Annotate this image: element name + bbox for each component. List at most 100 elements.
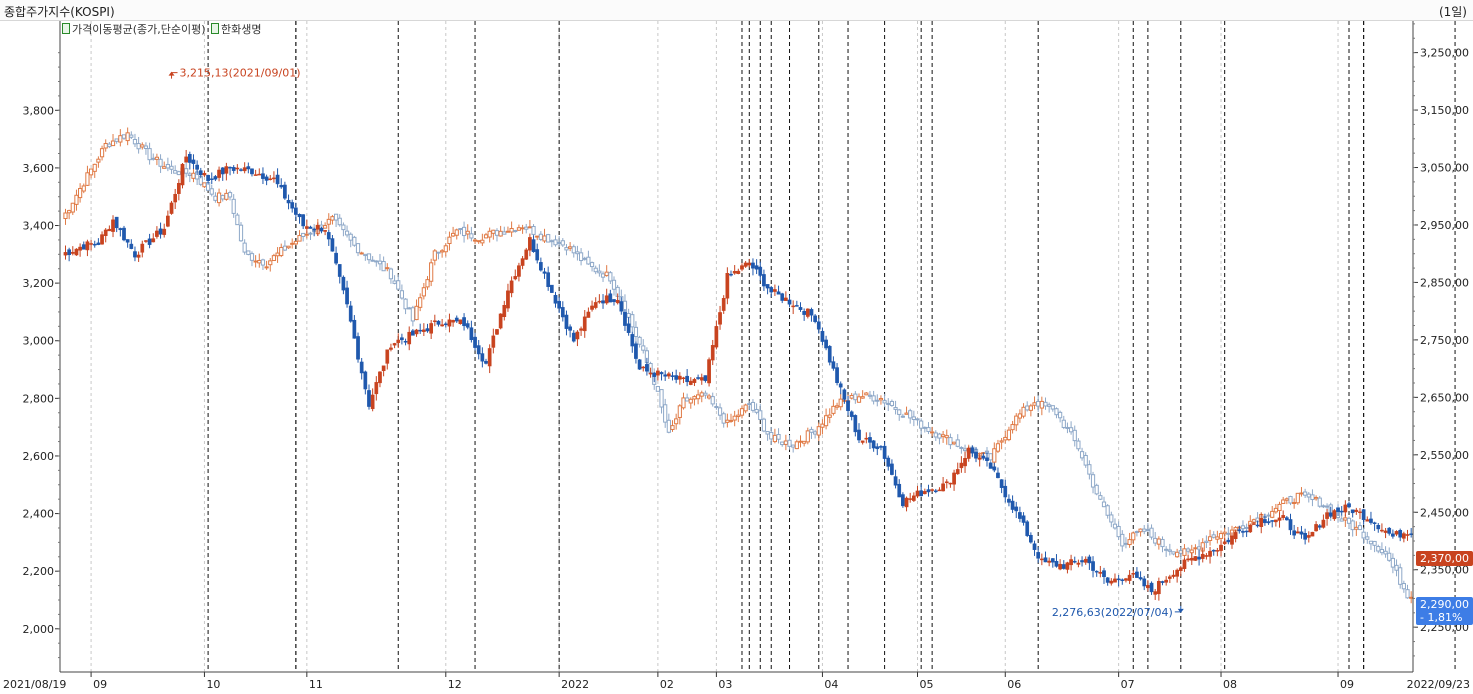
candle-body	[1277, 517, 1282, 521]
candle-body	[842, 389, 847, 400]
candle-body	[421, 329, 426, 332]
candle-body	[374, 260, 379, 263]
candle-body	[791, 444, 796, 448]
candle-body	[1094, 484, 1099, 495]
y-right-tick-label: 2,950,00	[1420, 219, 1469, 232]
candle-body	[1357, 525, 1363, 531]
candle-body	[827, 346, 832, 363]
candle-body	[1248, 524, 1253, 533]
annotation-arrow-icon	[168, 71, 175, 76]
candle-body	[246, 250, 251, 255]
candle-body	[476, 345, 481, 355]
candle-body	[853, 415, 858, 433]
candle-body	[699, 392, 704, 397]
candle-body	[202, 172, 207, 176]
candle-body	[283, 184, 287, 199]
candle-body	[162, 166, 167, 169]
candle-body	[937, 489, 942, 492]
y-right-tick-label: 3,250,00	[1420, 47, 1469, 60]
candle-body	[399, 290, 405, 299]
candle-body	[948, 437, 953, 446]
candle-body	[319, 227, 324, 232]
candle-body	[334, 252, 338, 264]
candle-body	[879, 446, 883, 448]
candle-body	[805, 308, 810, 317]
candle-body	[915, 418, 920, 421]
candle-body	[1047, 560, 1052, 563]
candle-body	[769, 287, 774, 293]
candle-body	[1358, 511, 1362, 514]
candle-body	[469, 327, 474, 341]
x-tick-label: 09	[1340, 678, 1354, 691]
candle-body	[392, 280, 397, 284]
candle-body	[1398, 530, 1403, 538]
candle-body	[802, 440, 807, 444]
candle-body	[81, 244, 86, 250]
candle-body	[765, 431, 770, 435]
candle-body	[685, 375, 689, 383]
candle-body	[184, 156, 189, 163]
candle-body	[1376, 524, 1381, 530]
candle-body	[235, 214, 240, 226]
candle-body	[1017, 413, 1022, 419]
legend-item-hanwha-life[interactable]: 한화생명	[221, 23, 262, 36]
candle-body	[136, 143, 141, 150]
candle-body	[1394, 564, 1399, 571]
candle-body	[1083, 454, 1088, 466]
candle-body	[988, 453, 993, 461]
candle-body	[341, 276, 346, 291]
candle-body	[1124, 578, 1128, 581]
candle-body	[1369, 518, 1373, 523]
candle-body	[333, 213, 339, 221]
candle-body	[999, 440, 1004, 443]
candle-body	[1072, 560, 1077, 563]
candle-body	[469, 233, 474, 239]
candle-body	[67, 210, 72, 214]
candle-body	[930, 489, 934, 491]
candle-body	[96, 242, 101, 245]
candle-body	[714, 406, 719, 409]
candle-body	[798, 440, 803, 443]
candle-body	[1339, 518, 1344, 522]
candle-body	[911, 416, 916, 420]
candle-body	[835, 367, 839, 383]
legend-item-moving-average[interactable]: 가격이동평균(종가,단순이평)	[72, 23, 206, 36]
y-right-tick-label: 3,050,00	[1420, 162, 1469, 175]
candle-body	[754, 265, 759, 270]
candle-body	[568, 246, 573, 249]
candle-body	[758, 410, 763, 420]
candle-body	[820, 423, 825, 428]
candle-body	[1105, 505, 1110, 516]
candle-body	[184, 168, 189, 174]
candle-body	[849, 394, 854, 399]
candle-body	[1390, 557, 1395, 568]
candle-body	[1007, 498, 1011, 503]
candle-body	[462, 317, 466, 327]
candle-body	[871, 395, 876, 402]
candle-body	[1054, 560, 1059, 567]
candle-body	[323, 230, 327, 232]
period-selector[interactable]: (1일)	[1438, 5, 1467, 19]
candle-body	[1186, 558, 1190, 561]
candle-body	[509, 280, 514, 294]
candle-body	[1036, 401, 1041, 407]
candle-body	[787, 439, 792, 447]
candle-body	[856, 396, 862, 403]
candle-body	[447, 236, 452, 245]
candle-body	[743, 262, 748, 267]
candle-body	[356, 336, 360, 360]
candle-body	[169, 202, 174, 214]
candle-body	[147, 148, 152, 161]
candle-body	[1354, 509, 1359, 512]
candle-body	[484, 360, 488, 364]
candle-body	[440, 324, 444, 327]
candle-body	[699, 377, 704, 381]
candle-body	[443, 323, 448, 326]
candle-body	[893, 476, 898, 486]
candle-body	[886, 402, 891, 405]
candle-body	[447, 319, 452, 327]
candle-body	[1310, 494, 1315, 501]
candle-body	[264, 176, 269, 181]
candle-body	[1284, 517, 1289, 521]
candle-body	[1292, 530, 1297, 536]
